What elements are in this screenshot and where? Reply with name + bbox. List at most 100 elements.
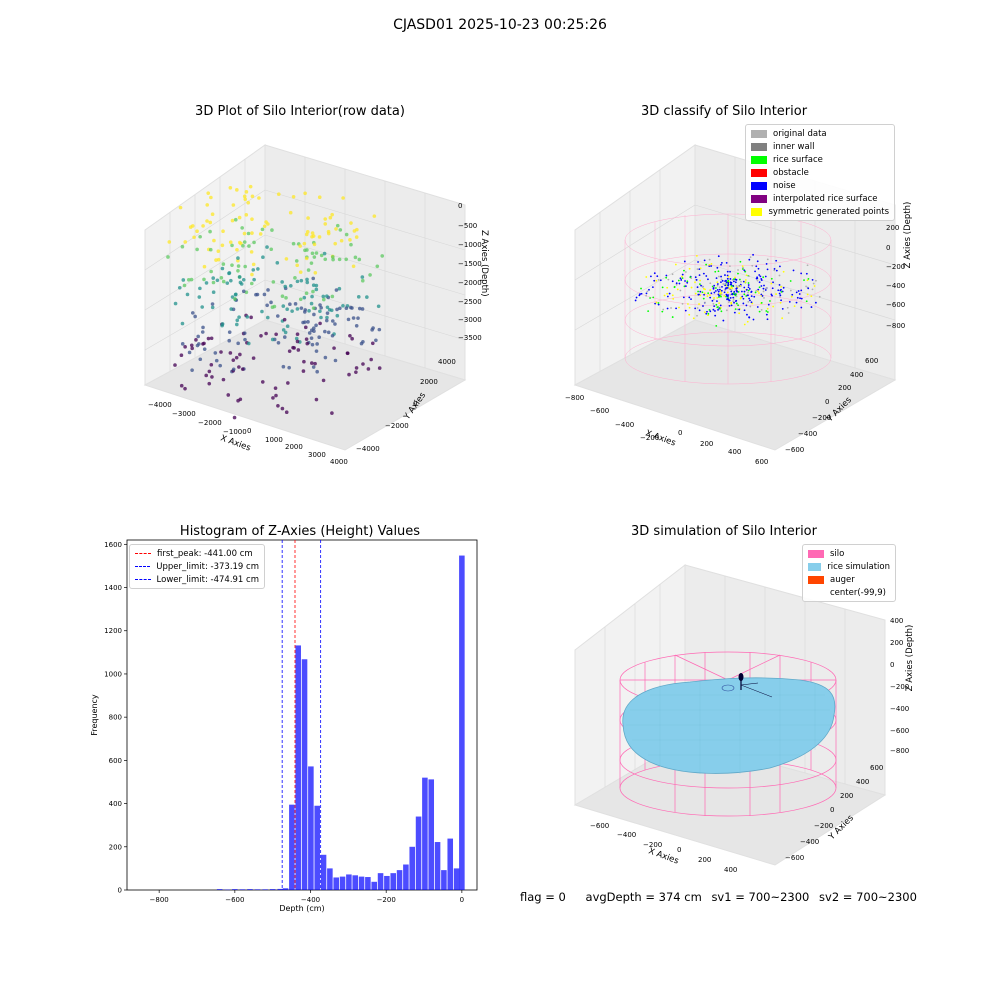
histogram-bar bbox=[415, 816, 422, 890]
classified-point bbox=[702, 297, 705, 300]
raw-point bbox=[354, 370, 358, 374]
raw-point bbox=[319, 253, 324, 258]
raw-point bbox=[243, 197, 248, 202]
legend-item: Upper_limit: -373.19 cm bbox=[135, 560, 259, 573]
raw-point bbox=[376, 304, 381, 309]
raw-point bbox=[294, 259, 299, 263]
raw-point bbox=[201, 325, 205, 330]
classified-point bbox=[781, 317, 784, 320]
raw-point bbox=[236, 264, 241, 268]
raw-point bbox=[198, 286, 202, 291]
raw-point bbox=[232, 415, 237, 420]
sim-x-tick: −200 bbox=[643, 841, 662, 849]
raw-point bbox=[213, 351, 218, 355]
raw-point bbox=[305, 277, 309, 282]
raw-point bbox=[274, 393, 278, 398]
sim-x-tick: 0 bbox=[677, 846, 681, 854]
raw-point bbox=[260, 309, 264, 314]
classified-point bbox=[755, 289, 758, 292]
classified-point bbox=[750, 291, 753, 294]
classify-z-tick: −400 bbox=[886, 282, 905, 290]
raw-point bbox=[314, 349, 319, 353]
raw-point bbox=[231, 358, 236, 362]
raw-point bbox=[354, 324, 359, 328]
classified-point bbox=[772, 281, 774, 284]
raw-point bbox=[216, 249, 221, 253]
classified-point bbox=[706, 295, 709, 298]
classified-point bbox=[759, 275, 762, 278]
classified-point bbox=[732, 284, 734, 287]
raw-point bbox=[304, 337, 309, 341]
raw-point bbox=[251, 356, 256, 360]
raw-point bbox=[230, 263, 234, 267]
histogram-bar bbox=[254, 889, 261, 890]
raw-point bbox=[228, 351, 233, 355]
legend-item: silo bbox=[808, 547, 890, 560]
raw-point bbox=[315, 342, 319, 346]
raw-point bbox=[197, 295, 202, 299]
raw-point bbox=[207, 369, 212, 374]
classified-point bbox=[765, 287, 768, 289]
classified-point bbox=[797, 290, 800, 292]
raw-point bbox=[287, 365, 291, 370]
classified-point bbox=[688, 306, 691, 309]
raw-point bbox=[280, 294, 285, 299]
raw-point bbox=[291, 194, 296, 199]
raw-point bbox=[182, 283, 187, 288]
raw-point bbox=[240, 367, 245, 371]
raw-point bbox=[173, 301, 178, 306]
raw-point bbox=[173, 363, 177, 367]
classified-point bbox=[755, 265, 758, 268]
classified-point bbox=[708, 308, 711, 311]
classified-point bbox=[766, 311, 769, 313]
classified-point bbox=[743, 269, 746, 272]
classified-point bbox=[707, 278, 709, 281]
raw-x-tick: 3000 bbox=[308, 451, 326, 459]
raw-z-tick: −3000 bbox=[458, 316, 482, 324]
histogram-bar bbox=[459, 555, 465, 890]
raw-point bbox=[295, 339, 300, 344]
raw-point bbox=[311, 365, 316, 369]
raw-point bbox=[304, 256, 309, 261]
classified-point bbox=[732, 278, 735, 281]
raw-point bbox=[377, 366, 382, 370]
raw-point bbox=[335, 223, 340, 228]
classified-point bbox=[779, 289, 782, 292]
classified-point bbox=[760, 293, 763, 296]
classified-point bbox=[650, 275, 652, 278]
sim-y-tick: 400 bbox=[856, 778, 869, 786]
legend-item: Lower_limit: -474.91 cm bbox=[135, 573, 259, 586]
histogram-legend: first_peak: -441.00 cm Upper_limit: -373… bbox=[129, 544, 265, 589]
histogram-bar bbox=[327, 868, 333, 890]
classified-point bbox=[715, 277, 718, 279]
classified-point bbox=[671, 294, 674, 297]
classify-z-tick: 0 bbox=[886, 244, 890, 252]
raw-point bbox=[276, 403, 280, 408]
raw-point bbox=[306, 268, 311, 272]
classified-point bbox=[800, 297, 803, 300]
classified-point bbox=[727, 294, 730, 297]
classified-point bbox=[727, 301, 730, 304]
raw-point bbox=[236, 398, 240, 403]
sim-x-tick: −600 bbox=[590, 822, 609, 830]
raw-point bbox=[303, 325, 308, 330]
raw-point bbox=[210, 302, 215, 306]
raw-point bbox=[275, 261, 280, 265]
histogram-y-tick-label: 1000 bbox=[104, 670, 122, 678]
raw-y-tick: −2000 bbox=[385, 422, 409, 430]
raw-z-tick: −1000 bbox=[458, 241, 482, 249]
raw-point bbox=[380, 254, 385, 258]
raw-point bbox=[286, 381, 290, 385]
raw-point bbox=[321, 297, 326, 302]
classified-point bbox=[683, 269, 685, 272]
classified-point bbox=[692, 317, 695, 320]
raw-point bbox=[193, 314, 197, 319]
classified-point bbox=[744, 270, 747, 273]
raw-point bbox=[328, 215, 333, 220]
classified-point bbox=[678, 282, 681, 285]
raw-point bbox=[317, 335, 321, 340]
classified-point bbox=[765, 313, 768, 316]
raw-point bbox=[210, 305, 215, 310]
raw-point bbox=[250, 217, 254, 221]
histogram-bar bbox=[409, 846, 416, 890]
